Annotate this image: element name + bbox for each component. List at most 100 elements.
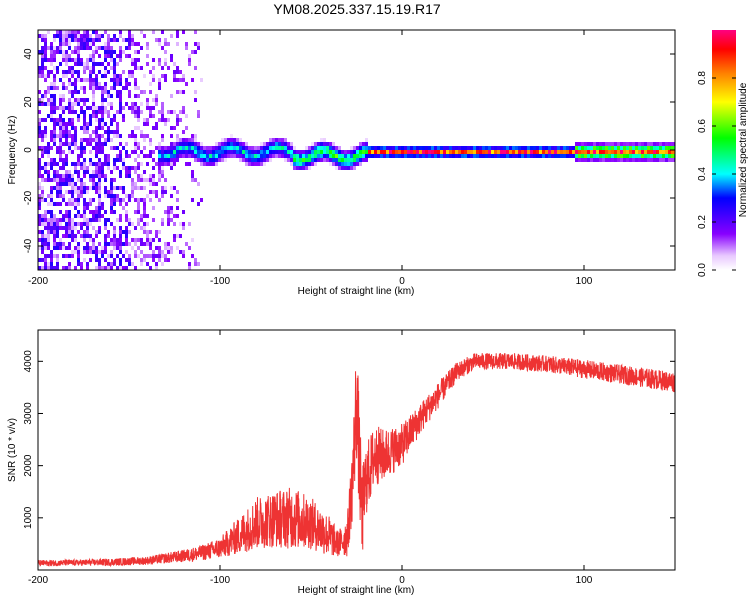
heatmap-cell [86, 34, 89, 38]
heatmap-cell [575, 142, 578, 146]
heatmap-cell [137, 146, 140, 150]
heatmap-cell [113, 38, 116, 42]
heatmap-cell [47, 266, 50, 270]
heatmap-cell [71, 254, 74, 258]
heatmap-cell [47, 150, 50, 154]
heatmap-cell [479, 146, 482, 150]
heatmap-cell [179, 78, 182, 82]
heatmap-cell [131, 194, 134, 198]
heatmap-cell [38, 222, 41, 226]
heatmap-cell [83, 130, 86, 134]
heatmap-cell [215, 142, 218, 146]
heatmap-cell [164, 42, 167, 46]
heatmap-cell [338, 146, 341, 150]
heatmap-cell [68, 34, 71, 38]
heatmap-cell [518, 154, 521, 158]
heatmap-cell [158, 118, 161, 122]
heatmap-cell [158, 178, 161, 182]
heatmap-cell [167, 242, 170, 246]
heatmap-cell [53, 122, 56, 126]
heatmap-cell [107, 254, 110, 258]
heatmap-cell [272, 138, 275, 142]
heatmap-cell [521, 154, 524, 158]
heatmap-cell [92, 106, 95, 110]
heatmap-cell [47, 162, 50, 166]
heatmap-cell [161, 190, 164, 194]
heatmap-cell [92, 130, 95, 134]
heatmap-cell [56, 234, 59, 238]
heatmap-cell [107, 42, 110, 46]
heatmap-cell [116, 242, 119, 246]
heatmap-cell [59, 238, 62, 242]
heatmap-cell [95, 30, 98, 34]
heatmap-cell [59, 242, 62, 246]
heatmap-cell [146, 46, 149, 50]
heatmap-cell [101, 102, 104, 106]
heatmap-cell [38, 98, 41, 102]
heatmap-cell [89, 186, 92, 190]
heatmap-cell [95, 114, 98, 118]
heatmap-cell [632, 150, 635, 154]
heatmap-cell [395, 146, 398, 150]
heatmap-cell [95, 246, 98, 250]
heatmap-cell [167, 158, 170, 162]
heatmap-cell [581, 158, 584, 162]
heatmap-cell [113, 162, 116, 166]
heatmap-cell [353, 166, 356, 170]
heatmap-cell [362, 154, 365, 158]
heatmap-cell [179, 90, 182, 94]
heatmap-cell [134, 114, 137, 118]
heatmap-cell [80, 110, 83, 114]
heatmap-cell [176, 214, 179, 218]
heatmap-cell [89, 122, 92, 126]
heatmap-cell [188, 138, 191, 142]
heatmap-cell [164, 50, 167, 54]
heatmap-cell [110, 254, 113, 258]
heatmap-cell [134, 226, 137, 230]
heatmap-cell [47, 262, 50, 266]
heatmap-cell [287, 158, 290, 162]
heatmap-cell [569, 146, 572, 150]
heatmap-cell [80, 162, 83, 166]
heatmap-cell [98, 250, 101, 254]
heatmap-cell [38, 202, 41, 206]
heatmap-cell [551, 146, 554, 150]
heatmap-cell [92, 226, 95, 230]
heatmap-cell [608, 150, 611, 154]
heatmap-cell [83, 214, 86, 218]
heatmap-cell [50, 130, 53, 134]
heatmap-cell [83, 78, 86, 82]
heatmap-cell [113, 178, 116, 182]
heatmap-cell [44, 162, 47, 166]
heatmap-cell [104, 190, 107, 194]
heatmap-cell [305, 166, 308, 170]
heatmap-cell [95, 230, 98, 234]
heatmap-cell [41, 166, 44, 170]
heatmap-cell [608, 142, 611, 146]
heatmap-cell [80, 190, 83, 194]
heatmap-cell [89, 202, 92, 206]
heatmap-cell [74, 78, 77, 82]
heatmap-cell [128, 30, 131, 34]
heatmap-cell [74, 90, 77, 94]
heatmap-cell [125, 54, 128, 58]
heatmap-cell [38, 238, 41, 242]
heatmap-cell [233, 138, 236, 142]
heatmap-cell [455, 146, 458, 150]
heatmap-cell [128, 262, 131, 266]
spectrogram-ytick-label: 40 [23, 48, 34, 60]
heatmap-cell [281, 138, 284, 142]
heatmap-cell [170, 34, 173, 38]
heatmap-cell [116, 62, 119, 66]
heatmap-cell [563, 150, 566, 154]
heatmap-cell [623, 142, 626, 146]
heatmap-cell [152, 114, 155, 118]
heatmap-cell [83, 146, 86, 150]
heatmap-cell [68, 202, 71, 206]
heatmap-cell [191, 146, 194, 150]
heatmap-cell [62, 214, 65, 218]
heatmap-cell [59, 46, 62, 50]
heatmap-cell [98, 158, 101, 162]
heatmap-cell [176, 154, 179, 158]
